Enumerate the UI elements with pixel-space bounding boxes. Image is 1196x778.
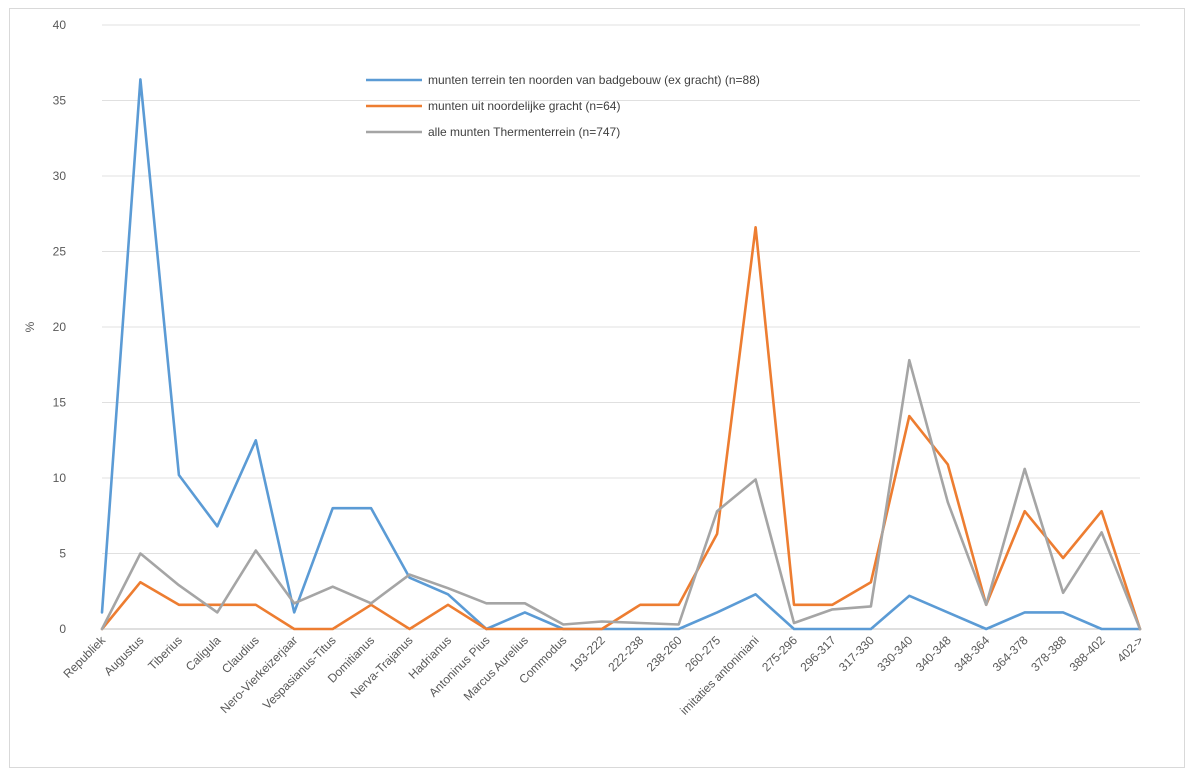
x-tick-label: 364-378 (990, 633, 1031, 674)
legend-entry: alle munten Thermenterrein (n=747) (428, 125, 620, 139)
x-tick-label: 378-388 (1028, 633, 1069, 674)
legend-entry: munten terrein ten noorden van badgebouw… (428, 73, 760, 87)
y-tick-label: 20 (53, 320, 67, 334)
series-line-3 (100, 358, 1142, 631)
x-tick-label: 317-330 (836, 633, 877, 674)
x-tick-label: 296-317 (798, 633, 839, 674)
y-axis-ticks: 0 5 10 15 20 25 30 35 40 (53, 18, 67, 636)
y-tick-label: 15 (53, 396, 67, 410)
x-tick-label: Caligula (183, 633, 224, 674)
series-line-1 (100, 78, 1142, 631)
x-tick-label: 388-402 (1067, 633, 1108, 674)
y-tick-label: 0 (59, 622, 66, 636)
legend-entry: munten uit noordelijke gracht (n=64) (428, 99, 620, 113)
x-tick-label: 275-296 (759, 633, 800, 674)
x-tick-label: Tiberius (145, 633, 185, 673)
y-tick-label: 25 (53, 245, 67, 259)
series-lines (100, 78, 1142, 631)
x-tick-label: 348-364 (951, 633, 992, 674)
chart-area (9, 8, 1185, 768)
x-tick-label: 222-238 (605, 633, 646, 674)
x-tick-label: 330-340 (874, 633, 915, 674)
x-tick-label: Augustus (101, 633, 146, 678)
y-axis-label: % (23, 321, 37, 332)
series-line-2 (100, 226, 1142, 631)
x-tick-label: Republiek (60, 633, 108, 681)
x-tick-label: 402-> (1114, 633, 1146, 665)
y-tick-label: 30 (53, 169, 67, 183)
y-tick-label: 35 (53, 94, 67, 108)
x-tick-label: 238-260 (644, 633, 685, 674)
y-tick-label: 5 (59, 547, 66, 561)
y-tick-label: 10 (53, 471, 67, 485)
x-axis-ticks: RepubliekAugustusTiberiusCaligulaClaudiu… (60, 633, 1146, 718)
gridlines (102, 24, 1140, 630)
x-tick-label: 340-348 (913, 633, 954, 674)
x-tick-label: 193-222 (567, 633, 608, 674)
y-tick-label: 40 (53, 18, 67, 32)
legend: munten terrein ten noorden van badgebouw… (366, 73, 760, 139)
